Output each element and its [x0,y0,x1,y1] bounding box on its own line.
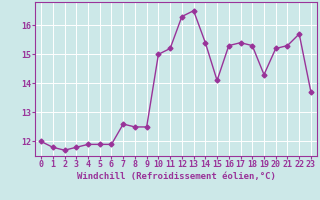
X-axis label: Windchill (Refroidissement éolien,°C): Windchill (Refroidissement éolien,°C) [76,172,276,181]
